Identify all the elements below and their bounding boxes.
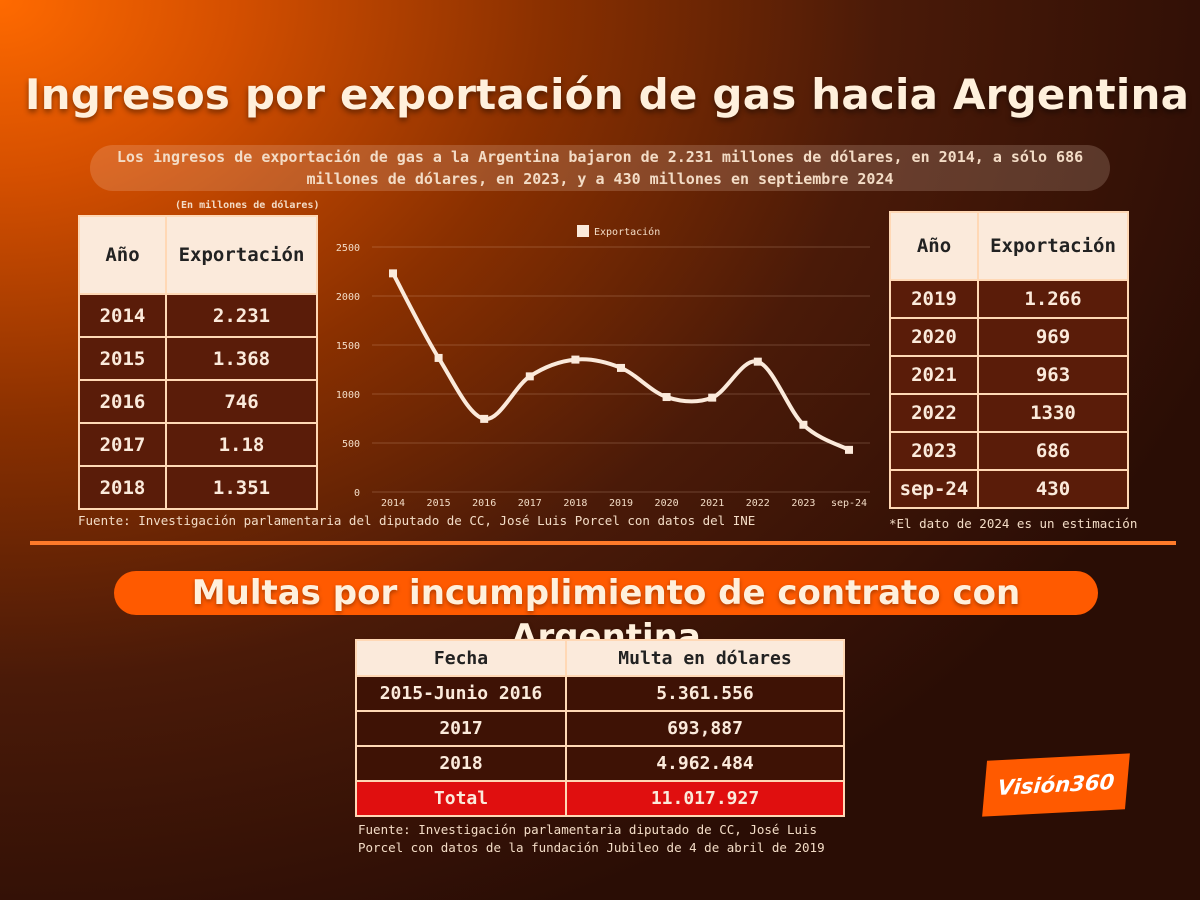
y-tick-label: 0 [354, 488, 360, 499]
value-cell: 746 [165, 379, 318, 424]
fine-cell: 693,887 [565, 710, 845, 747]
y-tick-label: 2000 [336, 292, 360, 303]
value-cell: 1.368 [165, 336, 318, 381]
legend-label: Exportación [594, 226, 660, 238]
y-tick-label: 500 [342, 439, 360, 450]
data-point [571, 355, 580, 364]
fine-cell: 5.361.556 [565, 675, 845, 712]
x-tick-label: 2017 [518, 498, 542, 509]
series-line [391, 271, 851, 452]
x-tick-label: 2015 [427, 498, 451, 509]
year-cell: 2014 [78, 293, 167, 338]
table-row: sep-24 430 [889, 469, 1129, 509]
x-tick-label: 2018 [563, 498, 587, 509]
y-tick-label: 1500 [336, 341, 360, 352]
main-title: Ingresos por exportación de gas hacia Ar… [24, 70, 1190, 119]
source-top: Fuente: Investigación parlamentaria del … [78, 513, 756, 528]
data-point [799, 420, 808, 429]
year-cell: 2016 [78, 379, 167, 424]
units-note: (En millones de dólares) [175, 200, 320, 211]
x-tick-label: 2021 [700, 498, 724, 509]
table-row: 2019 1.266 [889, 279, 1129, 319]
x-tick-label: sep-24 [831, 498, 867, 509]
source-bottom: Fuente: Investigación parlamentaria dipu… [358, 821, 825, 857]
year-cell: 2022 [889, 393, 979, 433]
x-tick-label: 2019 [609, 498, 633, 509]
year-cell: 2020 [889, 317, 979, 357]
value-cell: 963 [977, 355, 1129, 395]
source-bottom-line-1: Fuente: Investigación parlamentaria dipu… [358, 822, 818, 837]
date-header: Fecha [355, 639, 567, 677]
year-cell: 2015 [78, 336, 167, 381]
data-point [845, 445, 853, 454]
data-point [389, 269, 397, 278]
data-point [434, 353, 443, 362]
x-tick-label: 2023 [791, 498, 815, 509]
table-row: 2022 1330 [889, 393, 1129, 433]
table-row: 2017 1.18 [78, 422, 318, 467]
table-row: 2018 1.351 [78, 465, 318, 510]
value-cell: 1.351 [165, 465, 318, 510]
total-value: 11.017.927 [565, 780, 845, 817]
data-point [525, 372, 534, 381]
year-cell: 2021 [889, 355, 979, 395]
total-label: Total [355, 780, 567, 817]
table-row: 2021 963 [889, 355, 1129, 395]
value-cell: 1.18 [165, 422, 318, 467]
year-cell: 2023 [889, 431, 979, 471]
right-export-table: Año Exportación 2019 1.266 2020 969 2021 96… [889, 211, 1129, 509]
source-bottom-line-2: Porcel con datos de la fundación Jubileo… [358, 840, 825, 855]
data-point [708, 393, 717, 402]
date-cell: 2017 [355, 710, 567, 747]
fines-title: Multas por incumplimiento de contrato co… [114, 571, 1098, 657]
export-line-chart: 0 500 1000 1500 2000 2500 2014 2015 2016 2017 2018… [336, 225, 870, 509]
x-tick-label: 2022 [746, 498, 770, 509]
section-divider [30, 541, 1176, 545]
year-cell: 2019 [889, 279, 979, 319]
value-cell: 430 [977, 469, 1129, 509]
export-header: Exportación [165, 215, 318, 295]
y-tick-label: 2500 [336, 243, 360, 254]
year-cell: sep-24 [889, 469, 979, 509]
x-tick-label: 2020 [655, 498, 679, 509]
data-point [753, 357, 762, 366]
year-header: Año [78, 215, 167, 295]
date-cell: 2018 [355, 745, 567, 782]
value-cell: 2.231 [165, 293, 318, 338]
year-header: Año [889, 211, 979, 281]
value-cell: 1.266 [977, 279, 1129, 319]
date-cell: 2015-Junio 2016 [355, 675, 567, 712]
logo-text: Visión360 [996, 769, 1116, 801]
data-point [617, 363, 625, 372]
table-row: 2023 686 [889, 431, 1129, 471]
note-2024: *El dato de 2024 es un estimación [889, 516, 1138, 531]
year-cell: 2017 [78, 422, 167, 467]
fine-cell: 4.962.484 [565, 745, 845, 782]
legend-swatch [577, 225, 589, 237]
table-row: 2018 4.962.484 [355, 745, 845, 782]
total-row: Total 11.017.927 [355, 780, 845, 817]
vision360-logo: Visión360 [982, 753, 1130, 817]
left-export-table: Año Exportación 2014 2.231 2015 1.368 2016… [78, 215, 318, 510]
table-row: 2015-Junio 2016 5.361.556 [355, 675, 845, 712]
value-cell: 686 [977, 431, 1129, 471]
subtitle: Los ingresos de exportación de gas a la … [90, 145, 1110, 191]
table-row: 2014 2.231 [78, 293, 318, 338]
table-row: 2015 1.368 [78, 336, 318, 381]
x-tick-label: 2014 [381, 498, 405, 509]
data-point [480, 414, 489, 423]
year-cell: 2018 [78, 465, 167, 510]
table-row: 2017 693,887 [355, 710, 845, 747]
value-cell: 969 [977, 317, 1129, 357]
value-cell: 1330 [977, 393, 1129, 433]
x-tick-label: 2016 [472, 498, 496, 509]
export-header: Exportación [977, 211, 1129, 281]
y-tick-label: 1000 [336, 390, 360, 401]
table-row: 2020 969 [889, 317, 1129, 357]
fines-table: Fecha Multa en dólares 2015-Junio 2016 5.… [355, 639, 845, 817]
data-point [662, 393, 671, 402]
table-row: 2016 746 [78, 379, 318, 424]
fine-header: Multa en dólares [565, 639, 845, 677]
